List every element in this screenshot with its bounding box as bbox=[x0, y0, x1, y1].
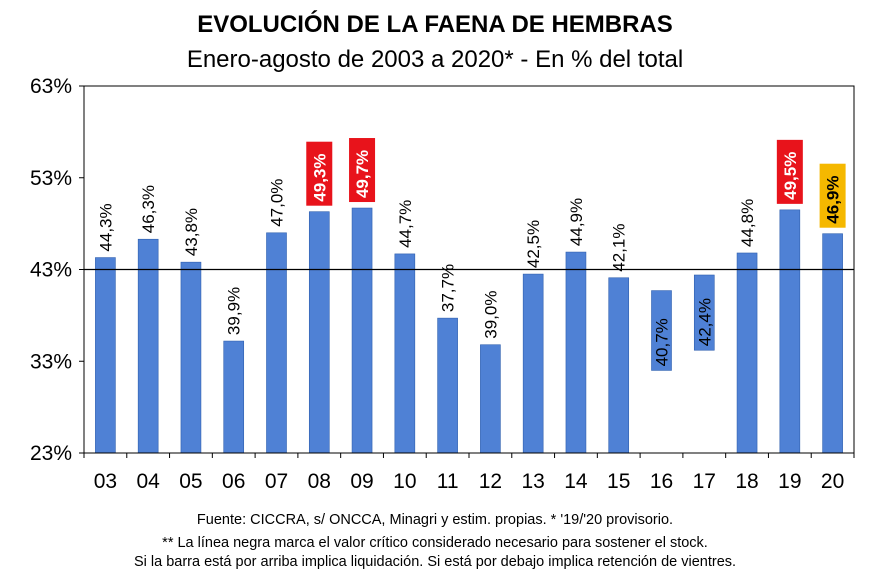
data-label: 44,7% bbox=[396, 200, 415, 248]
data-label: 40,7% bbox=[653, 318, 672, 366]
x-tick-label: 09 bbox=[350, 470, 373, 493]
y-tick-label: 33% bbox=[30, 350, 72, 373]
x-tick-label: 18 bbox=[735, 470, 758, 493]
bar-16 bbox=[651, 290, 672, 371]
data-label: 44,9% bbox=[567, 198, 586, 246]
x-tick-label: 05 bbox=[179, 470, 202, 493]
x-tick-label: 10 bbox=[393, 470, 416, 493]
bar-19 bbox=[779, 209, 801, 454]
bars bbox=[95, 207, 843, 454]
data-label: 37,7% bbox=[439, 264, 458, 312]
y-tick-label: 43% bbox=[30, 259, 72, 282]
x-tick-label: 03 bbox=[94, 470, 117, 493]
chart-title: EVOLUCIÓN DE LA FAENA DE HEMBRAS bbox=[197, 10, 673, 38]
data-label: 46,9% bbox=[824, 176, 843, 224]
label-highlight-box bbox=[349, 138, 376, 203]
data-label: 42,4% bbox=[695, 298, 714, 346]
x-tick-label: 08 bbox=[308, 470, 331, 493]
y-axis-ticks: 63% 53% 43% 33% 23% bbox=[30, 75, 84, 465]
bar-08 bbox=[308, 211, 330, 454]
data-label: 39,0% bbox=[481, 291, 500, 339]
label-highlight-box bbox=[819, 163, 846, 228]
x-tick-label: 06 bbox=[222, 470, 245, 493]
data-label: 39,9% bbox=[225, 287, 244, 335]
x-tick-label: 12 bbox=[479, 470, 502, 493]
x-tick-label: 14 bbox=[564, 470, 588, 493]
data-label: 43,8% bbox=[182, 208, 201, 256]
bar-04 bbox=[137, 238, 159, 454]
bar-06 bbox=[223, 340, 245, 454]
data-label: 44,8% bbox=[738, 199, 757, 247]
data-label: 42,5% bbox=[524, 220, 543, 268]
data-label: 44,3% bbox=[96, 203, 115, 251]
y-tick-label: 53% bbox=[30, 167, 72, 190]
bar-03 bbox=[95, 257, 116, 454]
x-axis-ticks: 03 04 05 06 07 08 09 10 11 12 13 14 15 16 17 18 19 20 bbox=[83, 453, 855, 493]
footnote-line-2: Si la barra está por arriba implica liqu… bbox=[134, 554, 736, 570]
data-label: 47,0% bbox=[268, 179, 287, 227]
data-label: 42,1% bbox=[610, 224, 629, 272]
bar-05 bbox=[180, 261, 202, 454]
bar-13 bbox=[522, 273, 544, 454]
x-tick-label: 04 bbox=[136, 470, 160, 493]
bar-20 bbox=[822, 233, 843, 454]
x-tick-label: 20 bbox=[821, 470, 844, 493]
data-label: 49,7% bbox=[353, 150, 372, 198]
footnote-line-1: ** La línea negra marca el valor crítico… bbox=[162, 535, 708, 551]
data-label: 49,5% bbox=[781, 152, 800, 200]
x-tick-label: 07 bbox=[265, 470, 288, 493]
bar-09 bbox=[351, 207, 373, 454]
label-highlight-box bbox=[776, 139, 803, 204]
data-labels: 44,3% 46,3% 43,8% 39,9% 47,0% 49,3% 49,7% 44,7%… bbox=[96, 138, 846, 366]
source-note: Fuente: CICCRA, s/ ONCCA, Minagri y esti… bbox=[197, 512, 673, 528]
data-label: 46,3% bbox=[139, 185, 158, 233]
bar-18 bbox=[736, 252, 758, 454]
x-tick-label: 17 bbox=[693, 470, 716, 493]
bar-17 bbox=[693, 274, 715, 351]
y-tick-label: 63% bbox=[30, 75, 72, 98]
bar-11 bbox=[437, 317, 458, 454]
label-highlight-box bbox=[306, 141, 333, 206]
x-tick-label: 15 bbox=[607, 470, 630, 493]
bar-07 bbox=[266, 232, 287, 454]
bar-14 bbox=[565, 251, 587, 454]
x-tick-label: 13 bbox=[521, 470, 544, 493]
bar-12 bbox=[480, 344, 501, 454]
chart-subtitle: Enero-agosto de 2003 a 2020* - En % del … bbox=[187, 46, 683, 73]
bar-10 bbox=[394, 253, 416, 454]
bar-15 bbox=[608, 277, 630, 454]
data-label: 49,3% bbox=[310, 153, 329, 201]
x-tick-label: 16 bbox=[650, 470, 673, 493]
y-tick-label: 23% bbox=[30, 442, 72, 465]
x-tick-label: 19 bbox=[778, 470, 801, 493]
x-tick-label: 11 bbox=[437, 470, 459, 493]
